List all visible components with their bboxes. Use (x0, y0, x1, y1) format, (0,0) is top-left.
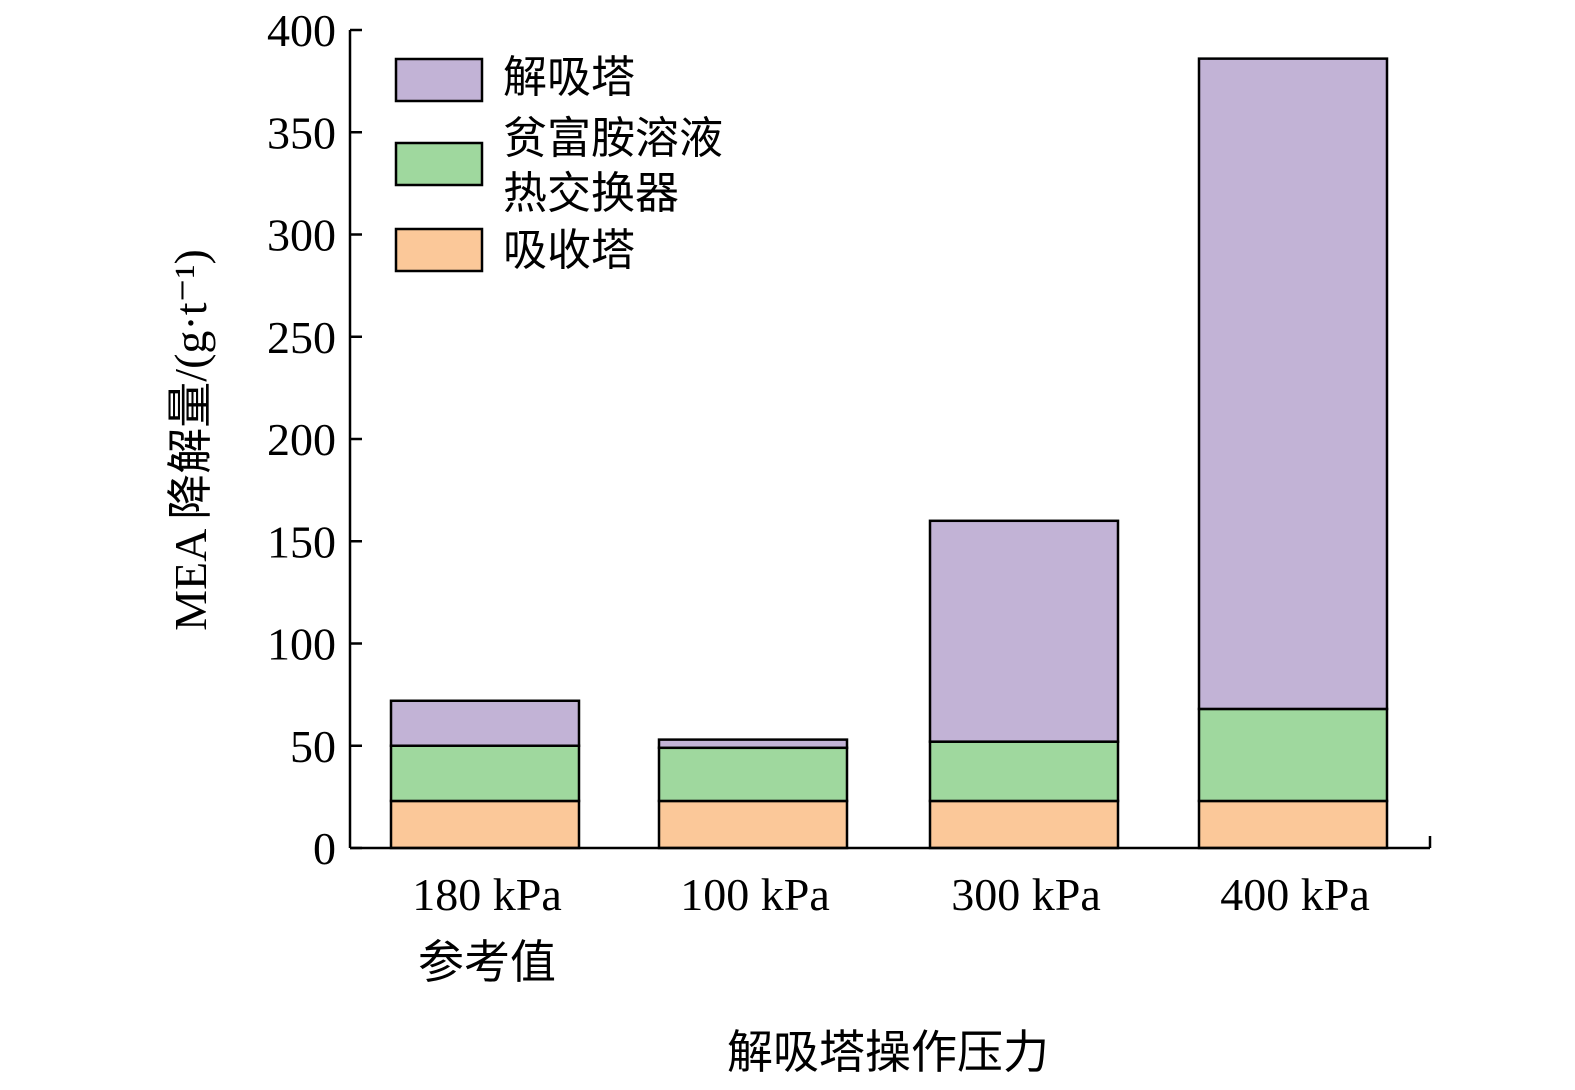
x-tick-label: 100 kPa (680, 869, 830, 920)
x-tick-label: 400 kPa (1220, 869, 1370, 920)
x-tick-label: 参考值 (418, 937, 556, 988)
bars-layer (389, 57, 1389, 850)
bar-segment (389, 744, 581, 803)
bar-segment (928, 740, 1120, 803)
legend-swatch (394, 57, 484, 103)
y-axis-title: MEA 降解量/(g·t⁻¹) (165, 249, 216, 631)
y-ticks: 0 50 100 150 200 250 300 350 400 (267, 5, 362, 874)
y-tick-label: 50 (290, 721, 336, 772)
x-axis-title: 解吸塔操作压力 (727, 1027, 1049, 1078)
y-tick-label: 0 (313, 823, 336, 874)
bar-segment (657, 799, 849, 850)
y-tick-label: 250 (267, 312, 336, 363)
legend-label: 热交换器 (503, 168, 679, 219)
bar-segment (1197, 799, 1389, 850)
y-tick-label: 150 (267, 516, 336, 567)
legend-swatch (394, 141, 484, 187)
legend-label: 吸收塔 (503, 225, 635, 276)
y-tick-label: 200 (267, 414, 336, 465)
bar-segment (1197, 707, 1389, 803)
y-tick-label: 300 (267, 210, 336, 261)
bar-segment (928, 799, 1120, 850)
legend-label: 贫富胺溶液 (503, 113, 723, 164)
y-tick-label: 100 (267, 619, 336, 670)
y-tick-label: 400 (267, 5, 336, 56)
x-tick-labels: 180 kPa 参考值 100 kPa 300 kPa 400 kPa (412, 869, 1370, 988)
bar-segment (657, 746, 849, 803)
bar-segment (389, 799, 581, 850)
legend-swatch (394, 227, 484, 273)
x-tick-label: 180 kPa (412, 869, 562, 920)
bar-segment (928, 519, 1120, 743)
bar-segment (1197, 57, 1389, 711)
x-tick-label: 300 kPa (951, 869, 1101, 920)
bar-segment (389, 699, 581, 748)
legend-label: 解吸塔 (503, 52, 635, 103)
y-tick-label: 350 (267, 107, 336, 158)
bar-segment (657, 738, 849, 750)
